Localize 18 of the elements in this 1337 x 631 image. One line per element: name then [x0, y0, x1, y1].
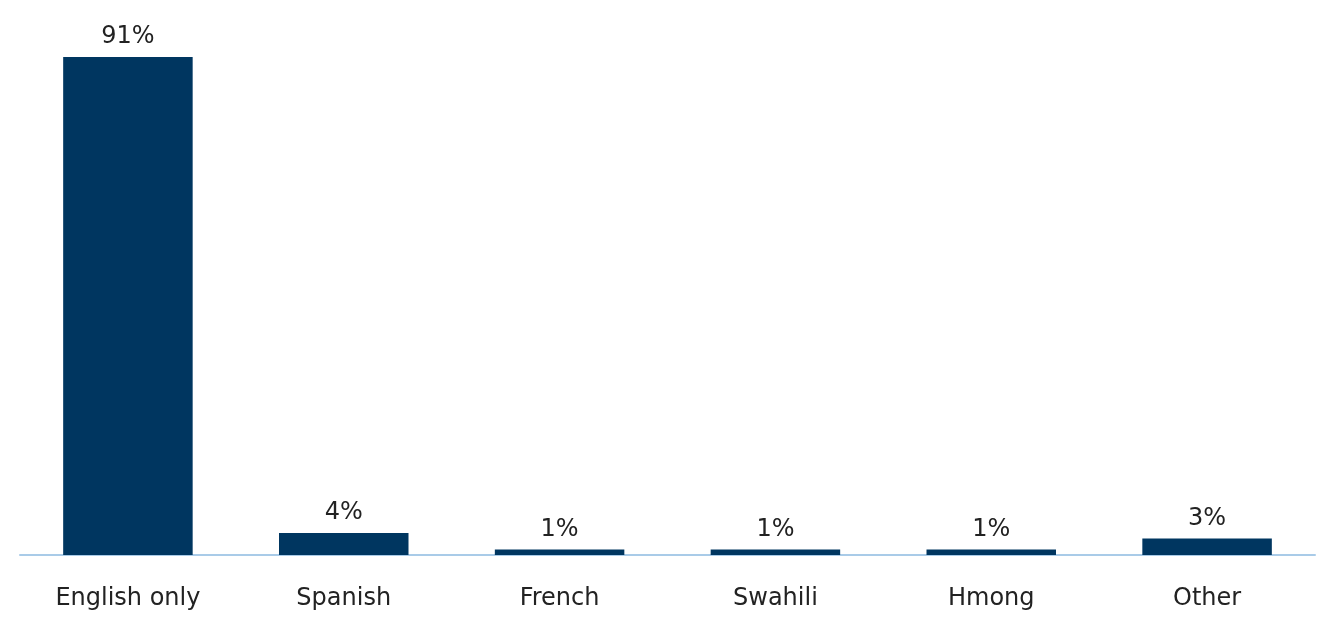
bar [63, 57, 193, 555]
data-label: 1% [756, 513, 795, 542]
bar [926, 549, 1056, 555]
x-tick-label: Spanish [296, 583, 392, 611]
x-tick-label: French [519, 583, 600, 611]
data-label: 4% [324, 497, 363, 526]
x-tick-label: Hmong [947, 583, 1035, 611]
x-tick-label: English only [55, 583, 201, 611]
data-label: 1% [972, 513, 1011, 542]
data-label: 91% [101, 21, 155, 49]
data-label: 3% [1188, 502, 1227, 531]
x-tick-label: Swahili [733, 583, 818, 611]
bar [710, 549, 841, 555]
bar [1142, 538, 1272, 555]
bar [494, 549, 625, 555]
bar [279, 533, 409, 555]
x-tick-label: Other [1173, 583, 1242, 611]
data-label: 1% [540, 513, 579, 542]
